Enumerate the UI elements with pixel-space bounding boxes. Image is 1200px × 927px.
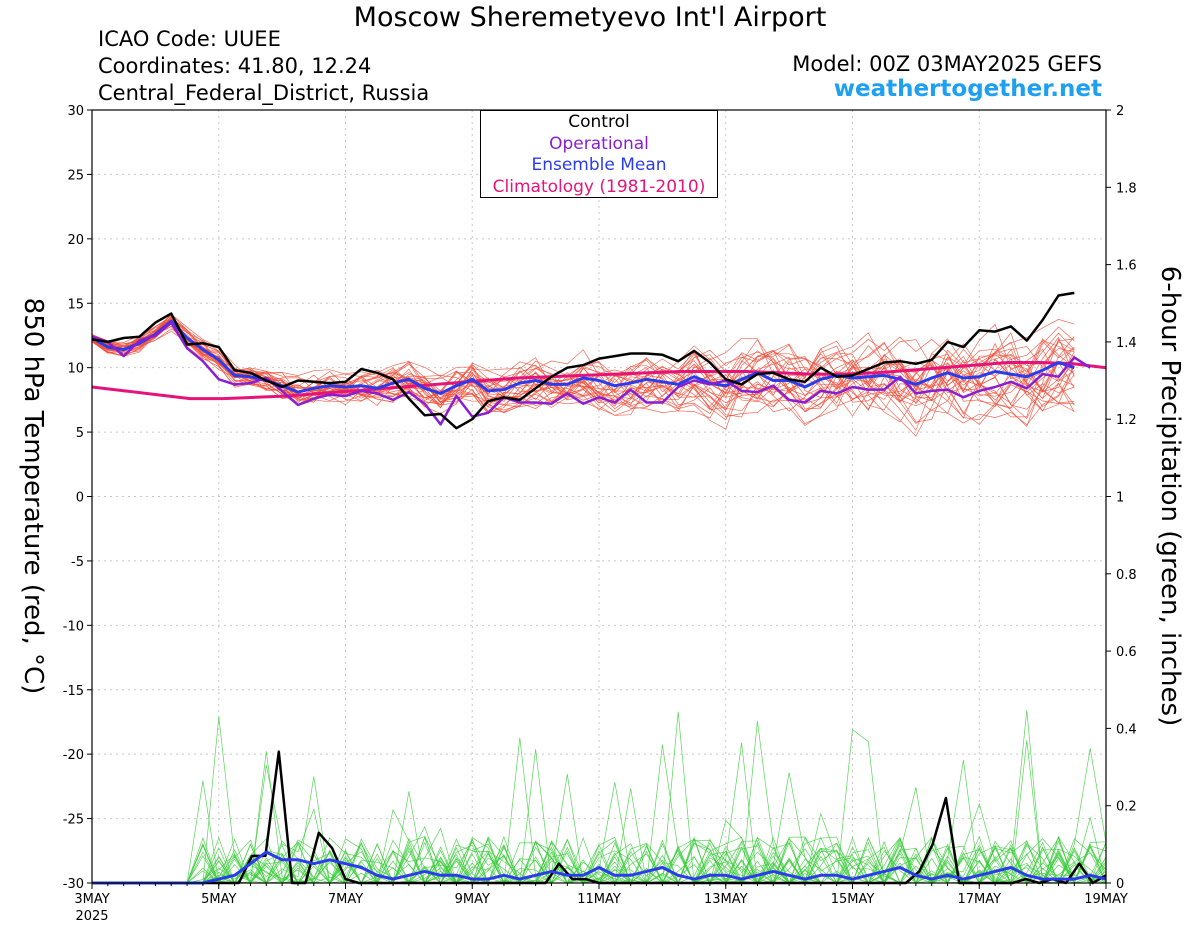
operational-temperature-line	[91, 321, 1091, 426]
y-tick-label: 10	[67, 362, 84, 377]
y-tick-label: -20	[63, 748, 84, 763]
y-tick-label: -5	[71, 555, 84, 570]
control-temperature-line	[91, 291, 1075, 430]
y-tick-label: -10	[63, 619, 84, 634]
precipitation-member-line	[92, 827, 1106, 884]
y-tick-label: 5	[76, 426, 84, 441]
legend-control: Control	[568, 112, 630, 132]
y-tick-label: 30	[67, 104, 84, 119]
x-tick-label: 15MAY	[831, 892, 875, 907]
y-tick-label: 0	[76, 491, 84, 506]
axes	[87, 109, 1111, 889]
x-tick-label: 17MAY	[957, 892, 1001, 907]
y-tick-label: 25	[67, 168, 84, 183]
y-axis-left-label: 850 hPa Temperature (red, °C)	[18, 297, 48, 695]
climatology-line	[91, 361, 1107, 401]
legend: Control Operational Ensemble Mean Climat…	[480, 110, 718, 198]
region: Central_Federal_District, Russia	[98, 81, 430, 105]
x-tick-label: 9MAY	[455, 892, 490, 907]
x-tick-label: 3MAY	[74, 892, 109, 907]
y2-tick-label: 1.2	[1116, 413, 1137, 428]
y-tick-label: -30	[63, 877, 84, 892]
legend-ensemble-mean: Ensemble Mean	[531, 155, 667, 175]
ensemble-mean-precipitation-line	[92, 850, 1107, 885]
x-tick-label: 19MAY	[1084, 892, 1128, 907]
temperature-member-line	[91, 322, 1075, 413]
chart-title: Moscow Sheremetyevo Int'l Airport	[353, 2, 827, 33]
coordinates: Coordinates: 41.80, 12.24	[98, 54, 372, 78]
y2-tick-label: 1.8	[1116, 181, 1137, 196]
y2-tick-label: 0.4	[1116, 722, 1137, 737]
precipitation-member-line	[92, 838, 1106, 884]
model-run: Model: 00Z 03MAY2025 GEFS	[792, 52, 1102, 76]
y2-tick-label: 1	[1116, 491, 1124, 506]
x-tick-label: 11MAY	[577, 892, 621, 907]
legend-climatology: Climatology (1981-2010)	[492, 176, 706, 197]
y-tick-label: 20	[67, 233, 84, 248]
legend-operational: Operational	[549, 133, 649, 154]
x-year-label: 2025	[75, 909, 108, 924]
tick-labels: 302520151050-5-10-15-20-25-3021.81.61.41…	[63, 104, 1137, 924]
ensemble-mean-temperature-line	[91, 319, 1075, 395]
y2-tick-label: 0.2	[1116, 800, 1137, 815]
y-axis-right-label: 6-hour Precipitation (green, inches)	[1155, 265, 1185, 727]
gridlines	[92, 109, 1106, 884]
icao-code: ICAO Code: UUEE	[98, 27, 281, 51]
y2-tick-label: 1.6	[1116, 259, 1137, 274]
y2-tick-label: 0.8	[1116, 568, 1137, 583]
precipitation-member-line	[92, 748, 1107, 884]
precipitation-member-line	[92, 749, 1106, 884]
precipitation-member-line	[92, 716, 1107, 884]
x-tick-label: 7MAY	[328, 892, 363, 907]
y-tick-label: -15	[63, 684, 84, 699]
precipitation-member-line	[92, 751, 1106, 884]
y2-tick-label: 2	[1116, 104, 1124, 119]
x-tick-label: 13MAY	[704, 892, 748, 907]
y2-tick-label: 0	[1116, 877, 1124, 892]
y2-tick-label: 1.4	[1116, 336, 1137, 351]
y-tick-label: -25	[63, 813, 84, 828]
series-lines	[91, 291, 1107, 885]
x-tick-label: 5MAY	[201, 892, 236, 907]
y-tick-label: 15	[67, 297, 84, 312]
y2-tick-label: 0.6	[1116, 645, 1137, 660]
site-link[interactable]: weathertogether.net	[833, 76, 1102, 102]
